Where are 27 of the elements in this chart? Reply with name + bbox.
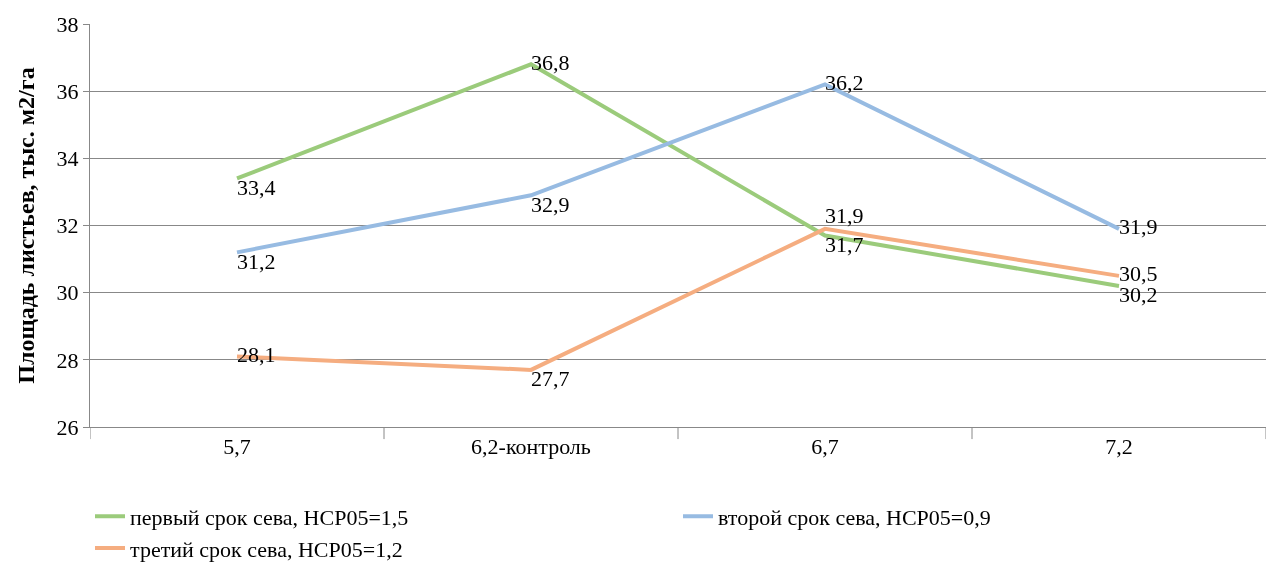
y-tick-label: 26: [56, 414, 79, 440]
y-tick-label: 32: [56, 213, 79, 239]
data-label: 28,1: [237, 341, 276, 367]
data-label: 36,8: [531, 49, 570, 75]
y-tick-label: 28: [56, 347, 79, 373]
data-label: 27,7: [531, 366, 570, 392]
data-label: 31,2: [237, 248, 276, 274]
data-label: 31,9: [1119, 214, 1158, 240]
y-tick-label: 30: [56, 280, 79, 306]
legend-label: третий срок сева, НСР05=1,2: [130, 536, 403, 562]
x-tick-label: 6,7: [811, 434, 839, 460]
data-label: 30,5: [1119, 261, 1158, 287]
data-label: 32,9: [531, 191, 570, 217]
x-tick-label: 6,2-контроль: [471, 434, 591, 460]
y-axis-title: Площадь листьев, тыс. м2/га: [12, 67, 39, 384]
data-label: 33,4: [237, 174, 276, 200]
legend-label: первый срок сева, НСР05=1,5: [130, 504, 409, 530]
y-tick-label: 34: [56, 146, 79, 172]
legend-label: второй срок сева, НСР05=0,9: [718, 504, 991, 530]
line-series: [235, 226, 1121, 372]
y-tick-label: 38: [56, 11, 79, 37]
y-tick-label: 36: [56, 78, 79, 104]
data-label: 31,9: [825, 203, 864, 229]
data-label: 31,7: [825, 232, 864, 258]
x-tick-label: 7,2: [1105, 434, 1133, 460]
x-tick-label: 5,7: [223, 434, 251, 460]
data-label: 36,2: [825, 69, 864, 95]
